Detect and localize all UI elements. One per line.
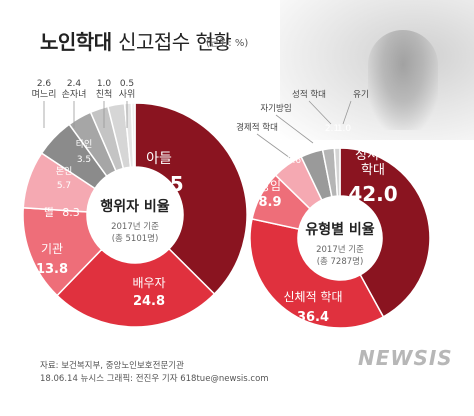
slice-label-0-5: 타인 (76, 139, 93, 150)
title-main: 노인학대 (40, 30, 112, 54)
slice-label-1-4: 자기방임 (260, 103, 291, 114)
slice-1-6 (333, 147, 341, 197)
slice-label-0-9: 사위 (119, 89, 136, 100)
background-figure (368, 30, 438, 130)
slice-value-0-2: 13.8 (36, 262, 68, 277)
center-note-1-1: 2017년 기준 (316, 244, 364, 255)
slice-value-1-3: 5.6 (287, 156, 302, 166)
slice-label-1-1: 신체적 학대 (283, 290, 342, 304)
slice-1-0 (339, 147, 431, 318)
slice-label-0-6: 며느리 (32, 89, 57, 100)
center-note-0-1: 2017년 기준 (111, 221, 159, 232)
slice-label-0-7: 손자녀 (62, 89, 87, 100)
slice-value-1-0: 42.0 (348, 182, 397, 206)
slice-label-0-1: 배우자 (132, 276, 165, 290)
page-title: 노인학대 신고접수 현황 (40, 26, 232, 55)
newsis-logo: NEWSIS (358, 346, 453, 370)
slice-value-0-4: 5.7 (57, 181, 71, 191)
center-note-1-2: (총 7287명) (317, 256, 364, 267)
slice-value-1-1: 36.4 (297, 310, 329, 325)
slice-value-0-0: 37.5 (134, 172, 183, 196)
source-line-1: 자료: 보건복지부, 중앙노인보호전문기관 (40, 361, 184, 371)
slice-value-0-3: 8.3 (62, 206, 80, 219)
unit-label: (단위: %) (206, 38, 249, 49)
slice-1-1 (249, 218, 385, 329)
slice-label-0-8: 친척 (96, 89, 113, 100)
title-sub: 신고접수 현황 (118, 30, 232, 54)
slice-0-1 (56, 247, 216, 328)
slice-value-0-5: 3.5 (77, 155, 91, 165)
center-note-0-2: (총 5101명) (112, 233, 159, 244)
slice-value-0-7: 2.4 (67, 79, 82, 89)
leader-1-6 (342, 100, 352, 125)
slice-label-0-4: 본인 (56, 166, 73, 177)
center-title-1: 유형별 비율 (305, 221, 374, 238)
slice-0-9 (130, 102, 136, 168)
slice-label-1-6: 유기 (353, 90, 369, 100)
slice-value-1-2: 8.9 (258, 195, 281, 210)
slice-label-1-3: 경제적 학대 (236, 122, 278, 133)
slice-label-1-5: 성적 학대 (292, 89, 326, 100)
slice-label-0-0: 아들 (146, 151, 172, 167)
center-title-0: 행위자 비율 (100, 198, 169, 215)
source-note: 자료: 보건복지부, 중앙노인보호전문기관 18.06.14 뉴시스 그래픽: … (40, 360, 269, 386)
leader-1-4 (275, 114, 314, 144)
slice-label-1-2: 방임 (259, 179, 281, 193)
slice-label-1-0-2: 학대 (361, 163, 385, 178)
slice-value-0-8: 1.0 (97, 79, 112, 89)
leader-1-3 (256, 133, 291, 159)
slice-value-1-5: 2.1 (325, 124, 339, 134)
slice-value-0-9: 0.5 (120, 79, 134, 89)
source-line-2: 18.06.14 뉴시스 그래픽: 전진우 기자 618tue@newsis.c… (40, 374, 269, 384)
slice-label-1-0-1: 정서적 (355, 148, 391, 163)
slice-label-0-2: 기관 (41, 242, 63, 256)
slice-value-0-1: 24.8 (133, 294, 165, 309)
slice-value-1-4: 4.0 (307, 142, 322, 152)
slice-value-1-6: 1.0 (337, 124, 352, 134)
slice-value-0-6: 2.6 (37, 79, 52, 89)
slice-0-0 (134, 102, 248, 296)
slice-label-0-3: 딸 (44, 206, 54, 219)
leader-1-5 (308, 100, 332, 125)
